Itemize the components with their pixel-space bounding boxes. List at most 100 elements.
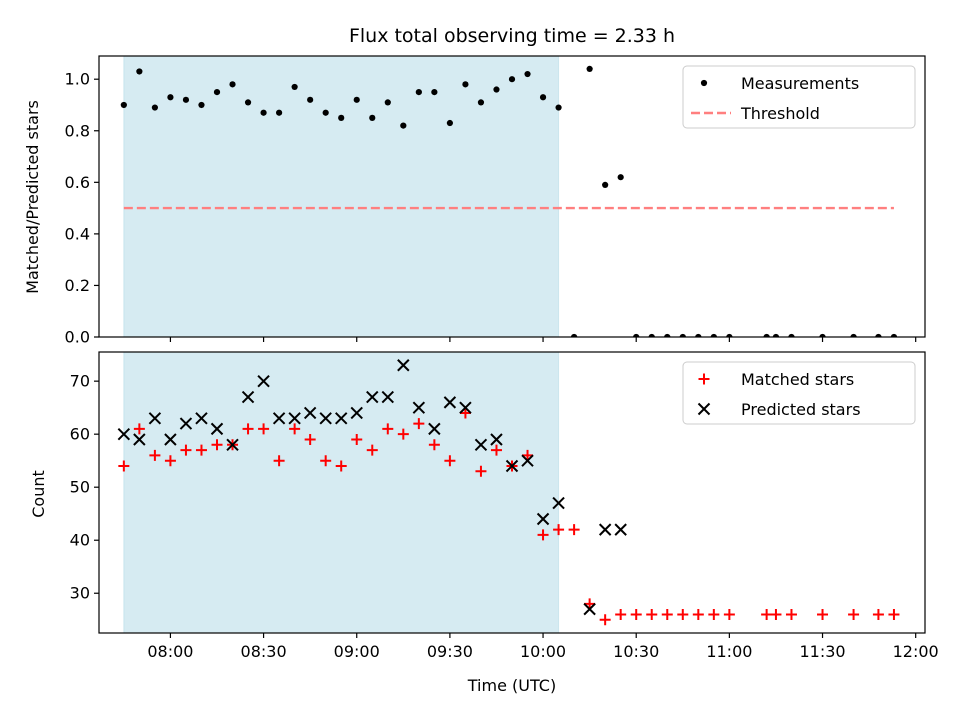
y-tick-label: 0.0 bbox=[65, 328, 90, 347]
matched-star-point bbox=[537, 529, 549, 541]
matched-star-point bbox=[661, 608, 673, 620]
matched-star-point bbox=[397, 428, 409, 440]
matched-star-point bbox=[164, 455, 176, 467]
matched-star-point bbox=[428, 439, 440, 451]
x-tick-label: 08:00 bbox=[147, 642, 193, 661]
measurement-point bbox=[493, 86, 500, 93]
top-y-axis-label: Matched/Predicted stars bbox=[23, 100, 42, 294]
measurement-point bbox=[539, 94, 547, 101]
predicted-star-point bbox=[443, 396, 457, 409]
predicted-star-point bbox=[521, 454, 534, 467]
predicted-star-point bbox=[117, 427, 131, 441]
measurement-point bbox=[508, 76, 516, 83]
matched-star-point bbox=[444, 455, 456, 467]
legend-handle-measurements bbox=[700, 79, 708, 87]
measurement-point bbox=[229, 81, 236, 88]
predicted-star-point bbox=[536, 512, 550, 526]
measurement-point bbox=[890, 333, 898, 337]
matched-star-point bbox=[366, 444, 378, 456]
matched-star-point bbox=[490, 444, 502, 456]
measurement-point bbox=[260, 109, 267, 116]
predicted-star-point bbox=[226, 438, 239, 451]
predicted-star-point bbox=[412, 401, 426, 414]
y-tick-label: 1.0 bbox=[65, 70, 90, 89]
legend-box bbox=[682, 361, 916, 425]
measurement-point bbox=[726, 333, 733, 337]
matched-star-point bbox=[599, 614, 611, 626]
measurement-point bbox=[307, 96, 314, 103]
matched-star-point bbox=[584, 598, 596, 610]
matched-star-point bbox=[723, 608, 735, 620]
matched-star-point bbox=[568, 524, 580, 536]
measurement-point bbox=[400, 122, 407, 129]
measurement-point bbox=[772, 333, 780, 337]
legend-label: Matched stars bbox=[741, 370, 854, 389]
x-tick-label: 10:00 bbox=[520, 642, 566, 661]
y-tick-label: 60 bbox=[70, 425, 90, 444]
y-tick-label: 70 bbox=[70, 372, 90, 391]
top-panel: 0.0 0.2 0.4 0.6 0.8 1.0 Measurements Threshold bbox=[65, 55, 926, 347]
measurement-point bbox=[819, 333, 826, 337]
predicted-star-point bbox=[195, 412, 208, 425]
chart-title: Flux total observing time = 2.33 h bbox=[349, 25, 675, 47]
matched-star-point bbox=[817, 608, 829, 620]
measurement-point bbox=[571, 333, 578, 337]
measurement-point bbox=[120, 101, 127, 109]
matched-star-point bbox=[335, 460, 347, 472]
predicted-star-point bbox=[583, 602, 596, 616]
measurement-point bbox=[477, 99, 485, 106]
observing-window-shade bbox=[123, 55, 560, 338]
predicted-star-point bbox=[148, 412, 162, 425]
measurement-point bbox=[384, 99, 391, 106]
measurement-point bbox=[369, 114, 376, 121]
predicted-star-point bbox=[428, 422, 441, 436]
matched-star-point bbox=[258, 423, 270, 435]
measurement-point bbox=[462, 81, 469, 88]
series-predicted-stars bbox=[117, 359, 627, 616]
x-tick-label: 08:30 bbox=[241, 642, 287, 661]
legend-handle-matched bbox=[698, 373, 710, 385]
measurement-point bbox=[602, 181, 609, 188]
predicted-star-point bbox=[397, 359, 410, 372]
legend-box bbox=[682, 65, 916, 129]
x-tick-label: 11:00 bbox=[706, 642, 752, 661]
matched-star-point bbox=[888, 608, 900, 620]
matched-star-point bbox=[785, 608, 797, 620]
measurement-point bbox=[151, 104, 158, 111]
predicted-star-point bbox=[257, 374, 270, 388]
matched-star-point bbox=[615, 608, 627, 620]
predicted-star-point bbox=[241, 390, 255, 404]
measurement-point bbox=[633, 333, 640, 337]
legend-handle-predicted bbox=[697, 402, 711, 416]
matched-star-point bbox=[553, 524, 565, 536]
series-measurements bbox=[120, 65, 898, 337]
measurement-point bbox=[244, 99, 252, 106]
legend: Measurements Threshold bbox=[682, 65, 916, 129]
matched-star-point bbox=[133, 423, 145, 435]
predicted-star-point bbox=[490, 433, 503, 446]
predicted-star-point bbox=[133, 433, 146, 446]
measurement-point bbox=[875, 333, 882, 337]
measurement-point bbox=[679, 333, 686, 337]
predicted-star-point bbox=[210, 422, 224, 436]
matched-star-point bbox=[211, 439, 223, 451]
measurement-point bbox=[276, 109, 283, 116]
measurement-point bbox=[695, 333, 702, 337]
measurement-point bbox=[586, 65, 593, 72]
x-tick-label: 09:00 bbox=[334, 642, 380, 661]
matched-star-point bbox=[677, 608, 689, 620]
matched-star-point bbox=[195, 444, 207, 456]
predicted-star-point bbox=[598, 523, 612, 536]
measurement-point bbox=[555, 104, 562, 111]
measurement-point bbox=[648, 333, 655, 337]
predicted-star-point bbox=[459, 401, 472, 414]
predicted-star-point bbox=[164, 433, 177, 446]
measurement-point bbox=[763, 333, 770, 337]
measurement-point bbox=[415, 88, 422, 96]
measurement-point bbox=[788, 333, 795, 337]
measurement-point bbox=[431, 88, 438, 96]
matched-star-point bbox=[761, 608, 773, 620]
predicted-star-point bbox=[474, 438, 488, 451]
matched-star-point bbox=[382, 423, 394, 435]
matched-star-point bbox=[149, 449, 161, 461]
